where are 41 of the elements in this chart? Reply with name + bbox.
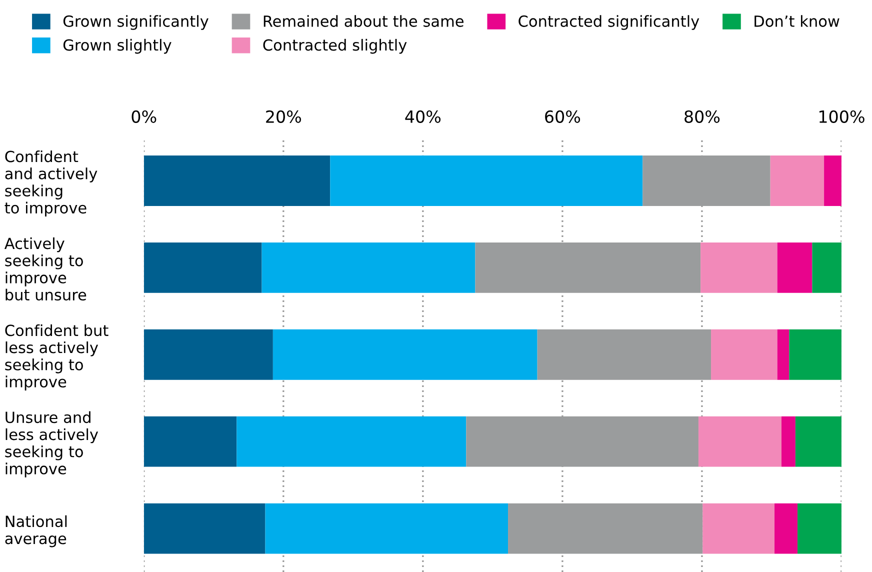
legend-label: Grown significantly [63,15,208,30]
bar [144,242,262,293]
bar [824,156,842,206]
x-tick-label: 100% [819,110,864,123]
legend-label: Contracted slightly [263,38,407,54]
bar [777,242,812,293]
bar [144,416,237,467]
bar [789,329,842,380]
bar [262,242,476,293]
bar [711,329,778,380]
bar [770,156,824,206]
x-tick-label: 60% [545,110,580,123]
bar [698,416,782,467]
bar [700,242,778,293]
x-tick-label: 40% [405,110,441,123]
bar [144,503,266,554]
bar [272,329,538,380]
bar [265,503,508,554]
bar [144,156,330,206]
y-tick-label: Confident but less actively seeking to improve [5,324,108,390]
y-tick-label: Actively seeking to improve but unsure [4,237,86,301]
bar [781,416,796,467]
bar [812,242,842,293]
bar [795,416,842,467]
bar [774,503,798,554]
bar [798,503,842,554]
y-tick-label: Confident and actively seeking to improve [4,150,98,217]
bar [144,329,273,380]
legend-label: Grown slightly [63,38,172,54]
bar [702,503,775,554]
legend-label: Remained about the same [264,15,464,27]
y-tick-label: National average [5,515,67,548]
bar [330,156,643,206]
y-tick-label: Unsure and less actively seeking to improve [5,411,98,478]
legend-label: Contracted significantly [518,15,700,30]
legend-label: Don’t know [754,15,840,27]
bar [236,416,466,467]
x-tick-label: 20% [266,110,301,123]
bar [777,329,790,380]
x-tick-label: 80% [684,110,720,123]
x-tick-label: 0% [132,110,156,123]
